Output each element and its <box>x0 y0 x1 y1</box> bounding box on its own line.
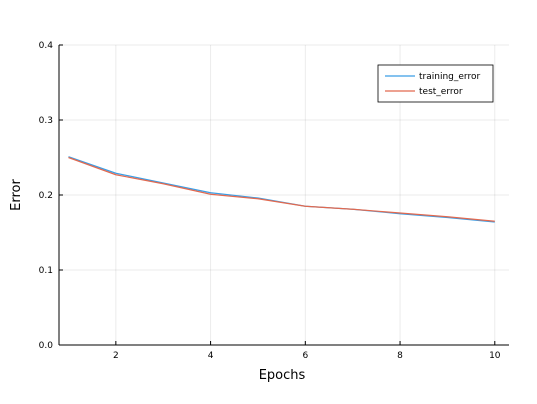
x-ticks: 2 4 6 8 10 <box>113 341 501 361</box>
y-axis-title: Error <box>9 179 24 211</box>
series-lines <box>68 156 495 223</box>
x-tick-label: 8 <box>397 351 403 361</box>
x-tick-label: 10 <box>489 351 501 361</box>
series-line-test-error <box>68 156 495 222</box>
x-tick-label: 2 <box>113 351 119 361</box>
legend-label-test-error: test_error <box>419 87 463 97</box>
y-tick-label: 0.1 <box>39 266 53 276</box>
legend-label-training-error: training_error <box>419 72 480 82</box>
series-line-training-error <box>68 156 495 223</box>
legend-box <box>377 64 494 103</box>
y-tick-label: 0.4 <box>39 41 54 51</box>
x-axis-title: Epochs <box>259 368 306 383</box>
y-tick-label: 0.0 <box>39 341 54 351</box>
x-tick-label: 4 <box>208 351 214 361</box>
y-ticks: 0.0 0.1 0.2 0.3 0.4 <box>39 41 63 351</box>
x-tick-label: 6 <box>302 351 308 361</box>
y-tick-label: 0.2 <box>39 191 53 201</box>
legend: training_error test_error <box>377 64 494 103</box>
y-tick-label: 0.3 <box>39 116 53 126</box>
